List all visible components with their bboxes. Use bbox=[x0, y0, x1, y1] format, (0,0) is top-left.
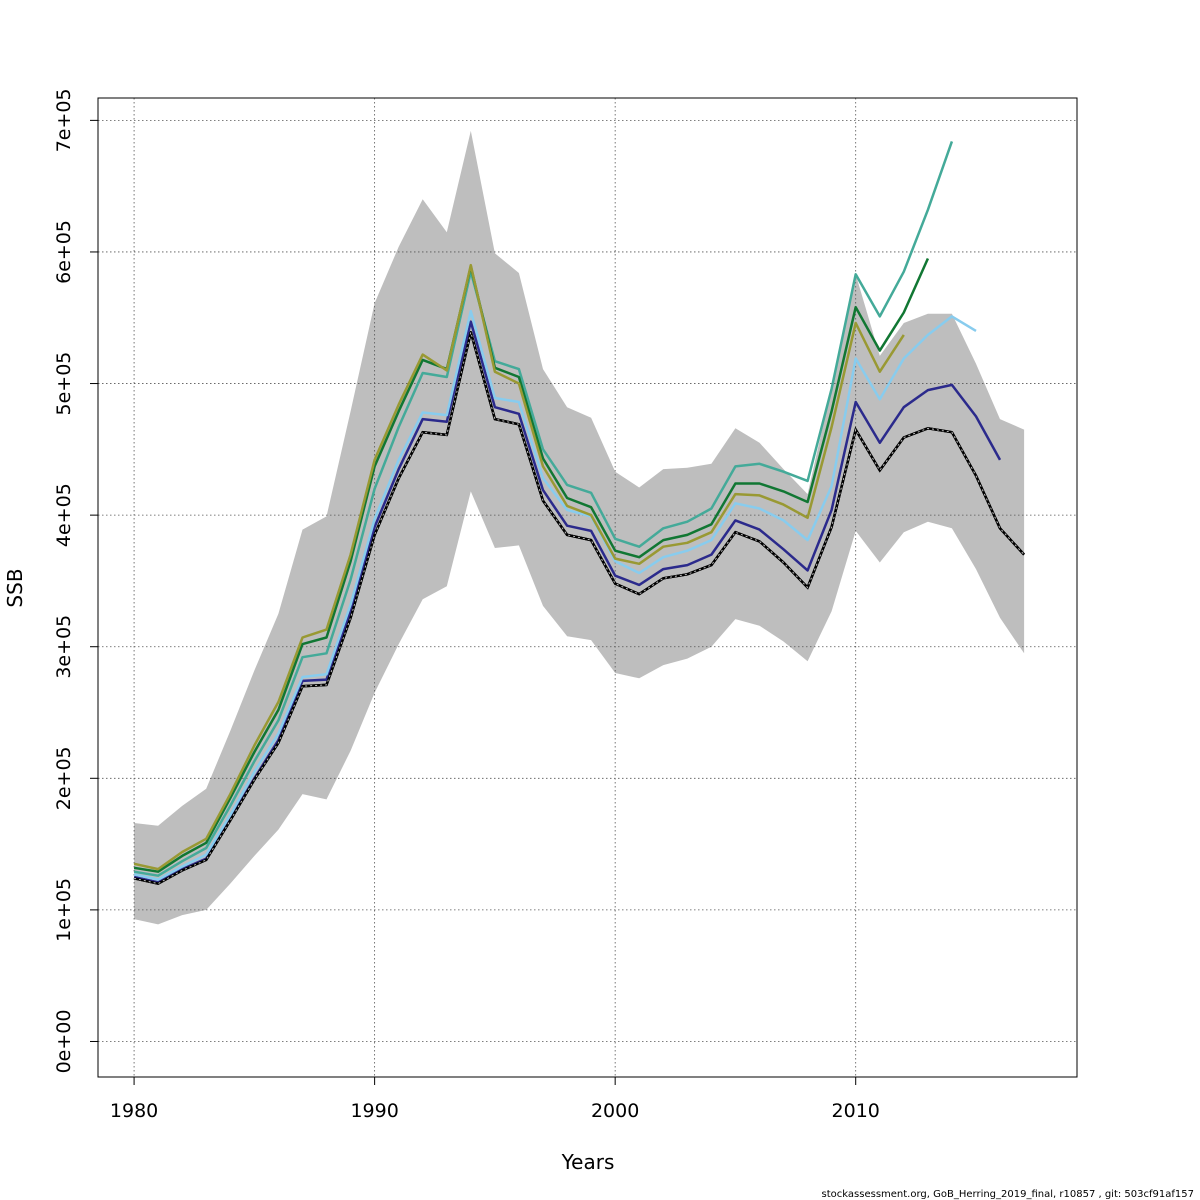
series-line-4 bbox=[133, 140, 954, 877]
plot-box bbox=[97, 97, 1078, 1078]
x-tick-label-1990: 1990 bbox=[350, 1100, 398, 1122]
y-tick-label-2e+05: 2e+05 bbox=[53, 746, 75, 810]
y-tick-label-7e+05: 7e+05 bbox=[53, 88, 75, 152]
y-tick-label-6e+05: 6e+05 bbox=[53, 220, 75, 284]
series-line-3 bbox=[133, 309, 977, 881]
y-tick-label-1e+05: 1e+05 bbox=[53, 878, 75, 942]
y-tick-label-3e+05: 3e+05 bbox=[53, 615, 75, 679]
footnote: stockassessment.org, GoB_Herring_2019_fi… bbox=[822, 1189, 1194, 1200]
series-line-6 bbox=[133, 263, 905, 871]
x-tick-label-2010: 2010 bbox=[832, 1100, 880, 1122]
y-tick-label-4e+05: 4e+05 bbox=[53, 483, 75, 547]
series-layer bbox=[133, 140, 1026, 885]
x-tick-label-2000: 2000 bbox=[591, 1100, 639, 1122]
y-tick-label-0e+00: 0e+00 bbox=[53, 1010, 75, 1074]
y-tick-label-5e+05: 5e+05 bbox=[53, 352, 75, 416]
y-axis: 0e+00 1e+05 2e+05 3e+05 4e+05 5e+05 6e+05 7e+05 bbox=[53, 88, 98, 1073]
x-tick-label-1980: 1980 bbox=[110, 1100, 158, 1122]
series-line-5 bbox=[133, 257, 930, 873]
reference-series-dashes bbox=[133, 332, 1025, 885]
x-axis-title: Years bbox=[561, 1150, 615, 1174]
x-axis: 1980 1990 2000 2010 bbox=[110, 1077, 880, 1122]
y-axis-title: SSB bbox=[3, 568, 27, 607]
